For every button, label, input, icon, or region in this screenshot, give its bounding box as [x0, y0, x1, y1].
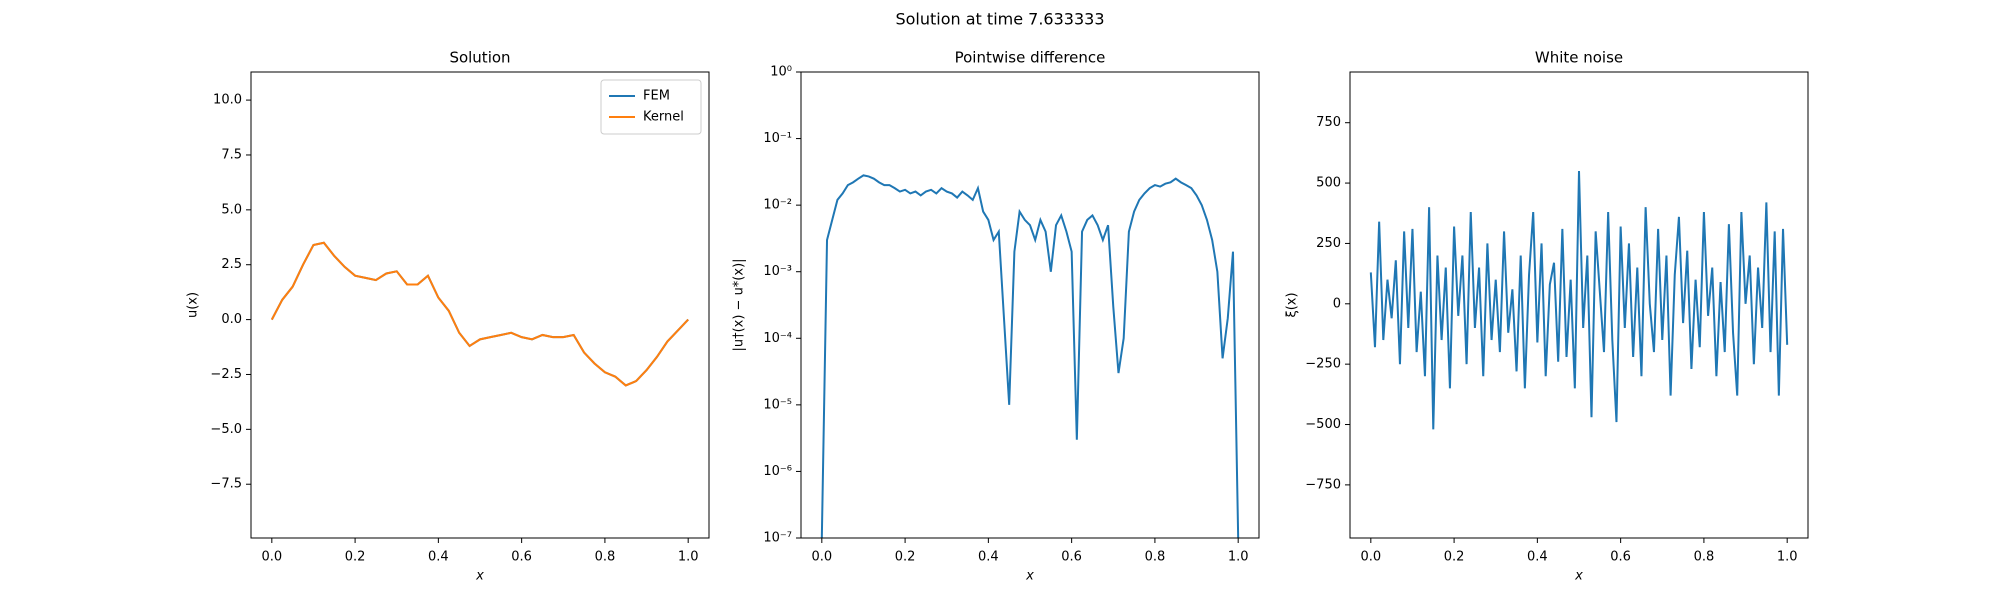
y-tick-label: 5.0	[221, 202, 242, 217]
y-tick-label: −7.5	[210, 477, 242, 492]
y-axis-label: u(x)	[186, 292, 201, 318]
y-tick-label: 10⁻³	[763, 264, 792, 279]
legend-label: FEM	[643, 89, 670, 104]
data-line	[1369, 170, 1789, 430]
x-tick-label: 0.0	[261, 550, 282, 565]
y-tick-label: −5.0	[210, 422, 242, 437]
x-axis-label: x	[1574, 569, 1583, 584]
y-tick-label: 10.0	[213, 93, 242, 108]
legend-box	[600, 79, 702, 135]
y-tick-label: 2.5	[221, 257, 242, 272]
x-axis-label: x	[475, 569, 484, 584]
legend-label: Kernel	[643, 110, 684, 125]
y-tick-label: 500	[1316, 176, 1341, 191]
axes-frame	[1349, 71, 1809, 539]
axes-title: White noise	[1535, 49, 1623, 67]
x-tick-label: 1.0	[1777, 550, 1798, 565]
x-tick-label: 1.0	[1228, 550, 1249, 565]
axes-title: Pointwise difference	[955, 49, 1106, 67]
x-tick-label: 1.0	[678, 550, 699, 565]
x-tick-label: 0.0	[1360, 550, 1381, 565]
x-tick-label: 0.6	[1610, 550, 1631, 565]
y-tick-label: 10⁻²	[763, 198, 792, 213]
x-tick-label: 0.2	[895, 550, 916, 565]
x-tick-label: 0.8	[1145, 550, 1166, 565]
y-tick-label: −500	[1305, 417, 1341, 432]
x-tick-label: 0.4	[1527, 550, 1548, 565]
y-axis-label: |u†(x) − u*(x)|	[732, 258, 747, 351]
y-tick-label: 10⁻⁴	[763, 331, 792, 346]
y-tick-label: 10⁻⁷	[763, 531, 792, 546]
x-axis-label: x	[1025, 569, 1034, 584]
data-line	[270, 241, 689, 387]
axes-title: Solution	[449, 49, 510, 67]
y-tick-label: −750	[1305, 477, 1341, 492]
axes-frame	[800, 71, 1260, 539]
y-tick-label: 750	[1316, 115, 1341, 130]
y-tick-label: 0.0	[221, 312, 242, 327]
axes-frame	[250, 71, 710, 539]
x-tick-label: 0.8	[1694, 550, 1715, 565]
y-tick-label: 10⁻⁵	[763, 397, 792, 412]
y-tick-label: 10⁻⁶	[763, 464, 792, 479]
figure-title: Solution at time 7.633333	[895, 10, 1104, 29]
x-tick-label: 0.4	[428, 550, 449, 565]
y-tick-label: 10⁰	[770, 65, 792, 80]
x-tick-label: 0.4	[978, 550, 999, 565]
y-axis-label: ξ(x)	[1285, 292, 1300, 317]
x-tick-label: 0.6	[511, 550, 532, 565]
data-line	[820, 174, 1240, 538]
x-tick-label: 0.2	[345, 550, 366, 565]
y-tick-label: 250	[1316, 236, 1341, 251]
x-tick-label: 0.0	[811, 550, 832, 565]
y-tick-label: 0	[1333, 296, 1341, 311]
x-tick-label: 0.8	[595, 550, 616, 565]
y-tick-label: 7.5	[221, 147, 242, 162]
data-line	[270, 241, 689, 387]
x-tick-label: 0.2	[1444, 550, 1465, 565]
y-tick-label: −2.5	[210, 367, 242, 382]
y-tick-label: −250	[1305, 357, 1341, 372]
y-tick-label: 10⁻¹	[763, 131, 792, 146]
x-tick-label: 0.6	[1061, 550, 1082, 565]
